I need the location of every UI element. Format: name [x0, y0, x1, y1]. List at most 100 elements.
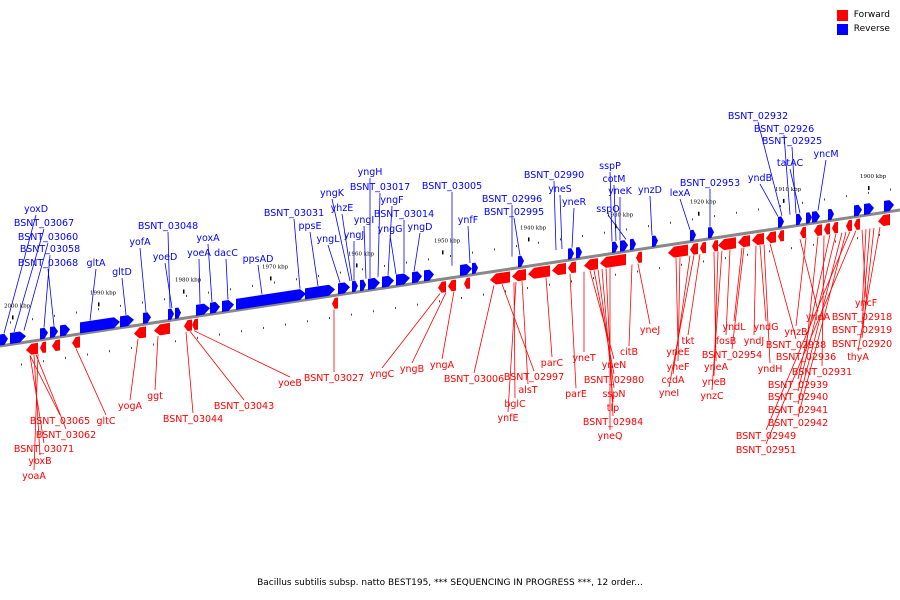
gene-label: yoxA [196, 233, 220, 244]
scale-tick [356, 263, 358, 268]
forward-gene-arrow [40, 341, 46, 354]
gene-leader-line [441, 291, 455, 360]
minor-tick-top [736, 211, 737, 214]
gene-leader-line [154, 336, 159, 391]
gene-label: BSNT_02990 [524, 170, 584, 181]
minor-tick-top [406, 261, 407, 264]
forward-gene-arrow [832, 221, 838, 234]
legend-reverse-label: Reverse [853, 24, 890, 34]
legend-forward: Forward [836, 8, 890, 22]
minor-tick-bottom [87, 353, 88, 356]
gene-leader-line [331, 198, 351, 282]
minor-tick-bottom [21, 363, 22, 366]
gene-label: BSNT_02995 [484, 207, 544, 218]
gene-label: BSNT_03048 [138, 221, 198, 232]
gene-leader-line [75, 348, 107, 416]
reverse-gene-arrow [196, 303, 210, 316]
minor-tick-top [186, 294, 187, 297]
gene-leader-line [789, 168, 801, 214]
minor-tick-bottom [769, 250, 770, 253]
minor-tick-top [802, 201, 803, 204]
map-caption: Bacillus subtilis subsp. natto BEST195, … [257, 578, 643, 588]
gene-leader-line [677, 257, 681, 362]
gene-leader-line [89, 268, 97, 321]
gene-leader-line [795, 238, 807, 327]
gene-label: BSNT_02920 [832, 339, 892, 350]
gene-label: yngH [358, 167, 383, 178]
gene-leader-line [387, 205, 393, 276]
reverse-gene-arrow [305, 284, 335, 300]
gene-leader-line [129, 339, 139, 401]
reverse-gene-arrow [0, 333, 8, 346]
minor-tick-top [780, 205, 781, 208]
minor-tick-top [670, 221, 671, 224]
scale-tick [783, 198, 785, 203]
minor-tick-top [362, 268, 363, 271]
genome-axis-line [0, 208, 900, 348]
minor-tick-top [252, 284, 253, 287]
gene-label: sspO [596, 204, 619, 215]
forward-gene-arrow [154, 322, 170, 336]
gene-label: thyA [847, 352, 869, 363]
gene-label: BSNT_02931 [792, 367, 852, 378]
minor-tick-bottom [725, 257, 726, 260]
gene-label: BSNT_03006 [444, 374, 504, 385]
reverse-gene-arrow [236, 289, 306, 310]
reverse-gene-arrow [412, 271, 422, 284]
forward-gene-arrow [438, 281, 446, 293]
minor-tick-bottom [307, 320, 308, 323]
gene-label: BSNT_02939 [768, 380, 828, 391]
minor-tick-bottom [813, 243, 814, 246]
gene-leader-line [637, 263, 651, 325]
reverse-gene-arrow [472, 262, 478, 275]
forward-gene-arrow [738, 235, 750, 248]
forward-gene-arrow [800, 226, 806, 239]
reverse-gene-arrow [120, 315, 134, 328]
minor-tick-top [560, 238, 561, 241]
gene-label: BSNT_02940 [768, 392, 828, 403]
minor-tick-top [76, 311, 77, 314]
minor-tick-top [384, 264, 385, 267]
gene-label: gltC [96, 416, 115, 427]
minor-tick-bottom [527, 287, 528, 290]
gene-leader-line [675, 257, 679, 347]
reverse-gene-arrow [424, 269, 434, 282]
gene-leader-line [605, 268, 614, 417]
gene-label: BSNT_02954 [702, 350, 762, 361]
gene-leader-line [607, 214, 627, 240]
scale-tick [183, 289, 185, 294]
gene-label: BSNT_03027 [304, 373, 364, 384]
minor-tick-top [120, 304, 121, 307]
gene-label: ynzB [784, 327, 807, 338]
gene-label: BSNT_02936 [776, 352, 836, 363]
gene-label: cotM [603, 174, 626, 185]
reverse-gene-arrow [708, 227, 714, 239]
gene-label: yneQ [598, 431, 623, 442]
gene-leader-line [193, 330, 291, 378]
gene-leader-line [857, 226, 881, 352]
reverse-swatch [836, 23, 848, 35]
gene-leader-line [765, 231, 851, 431]
gene-label: ynfF [458, 215, 478, 226]
scale-label: 1960 kbp [348, 251, 375, 257]
gene-leader-line [672, 255, 691, 375]
forward-gene-arrow [192, 318, 198, 331]
gene-label: BSNT_02918 [832, 312, 892, 323]
gene-leader-line [521, 281, 529, 385]
minor-tick-bottom [835, 240, 836, 243]
minor-tick-top [98, 308, 99, 311]
gene-label: BSNT_02925 [762, 136, 822, 147]
gene-leader-line [467, 225, 471, 263]
minor-tick-top [10, 321, 11, 324]
gene-label: BSNT_02949 [736, 431, 796, 442]
reverse-gene-arrow [864, 203, 874, 215]
gene-leader-line [861, 227, 875, 339]
gene-leader-line [47, 268, 55, 326]
gene-leader-line [821, 235, 825, 367]
gene-leader-line [668, 255, 695, 388]
gene-leader-line [327, 244, 341, 283]
forward-gene-arrow [332, 297, 338, 309]
gene-label: gltD [112, 267, 132, 278]
gene-leader-line [513, 217, 521, 256]
minor-tick-bottom [395, 306, 396, 309]
